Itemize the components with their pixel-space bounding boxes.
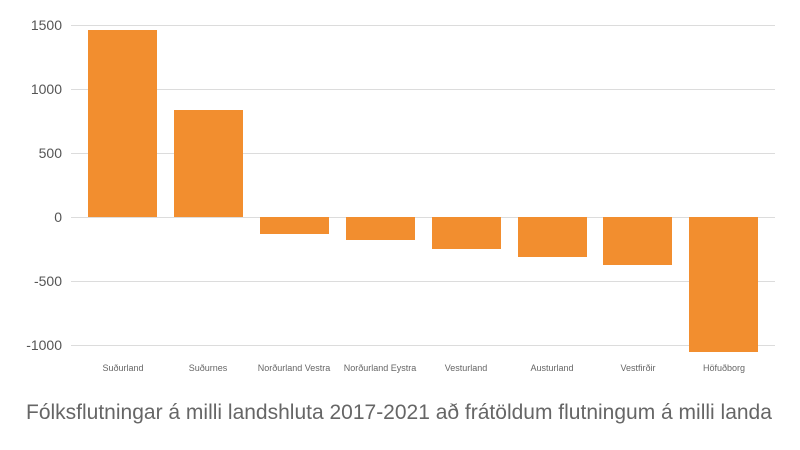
gridline [71,25,775,26]
x-axis-category-label: Norðurland Vestra [257,363,331,373]
x-axis-category-label: Vestfirðir [620,363,656,373]
x-axis-category-label: Vesturland [444,363,488,373]
bar [689,217,758,352]
x-axis-category-label: Suðurnes [188,363,228,373]
x-axis-category-label: Suðurland [102,363,144,373]
x-axis-category-label: Höfuðborg [702,363,746,373]
x-axis-category-label: Norðurland Eystra [343,363,417,373]
chart-title: Fólksflutningar á milli landshluta 2017-… [26,401,772,424]
y-axis-tick-label: 0 [54,209,62,225]
bar [88,30,157,217]
bar [603,217,672,265]
bar [346,217,415,240]
y-axis-tick-label: 1000 [30,81,62,97]
gridline [71,345,775,346]
y-axis-tick-label: 500 [38,145,62,161]
bar [432,217,501,249]
bar-chart: 1500 1000 500 0 -500 -1000 Suðurland Suðurnes No… [26,17,775,373]
bar [518,217,587,257]
x-axis-category-label: Austurland [530,363,574,373]
bar [260,217,329,234]
y-axis-tick-label: 1500 [30,17,62,33]
bar [174,110,243,217]
gridline [71,281,775,282]
y-axis-tick-label: -1000 [26,337,62,353]
gridline [71,217,775,218]
gridline [71,89,775,90]
y-axis-tick-label: -500 [33,273,62,289]
gridline [71,153,775,154]
